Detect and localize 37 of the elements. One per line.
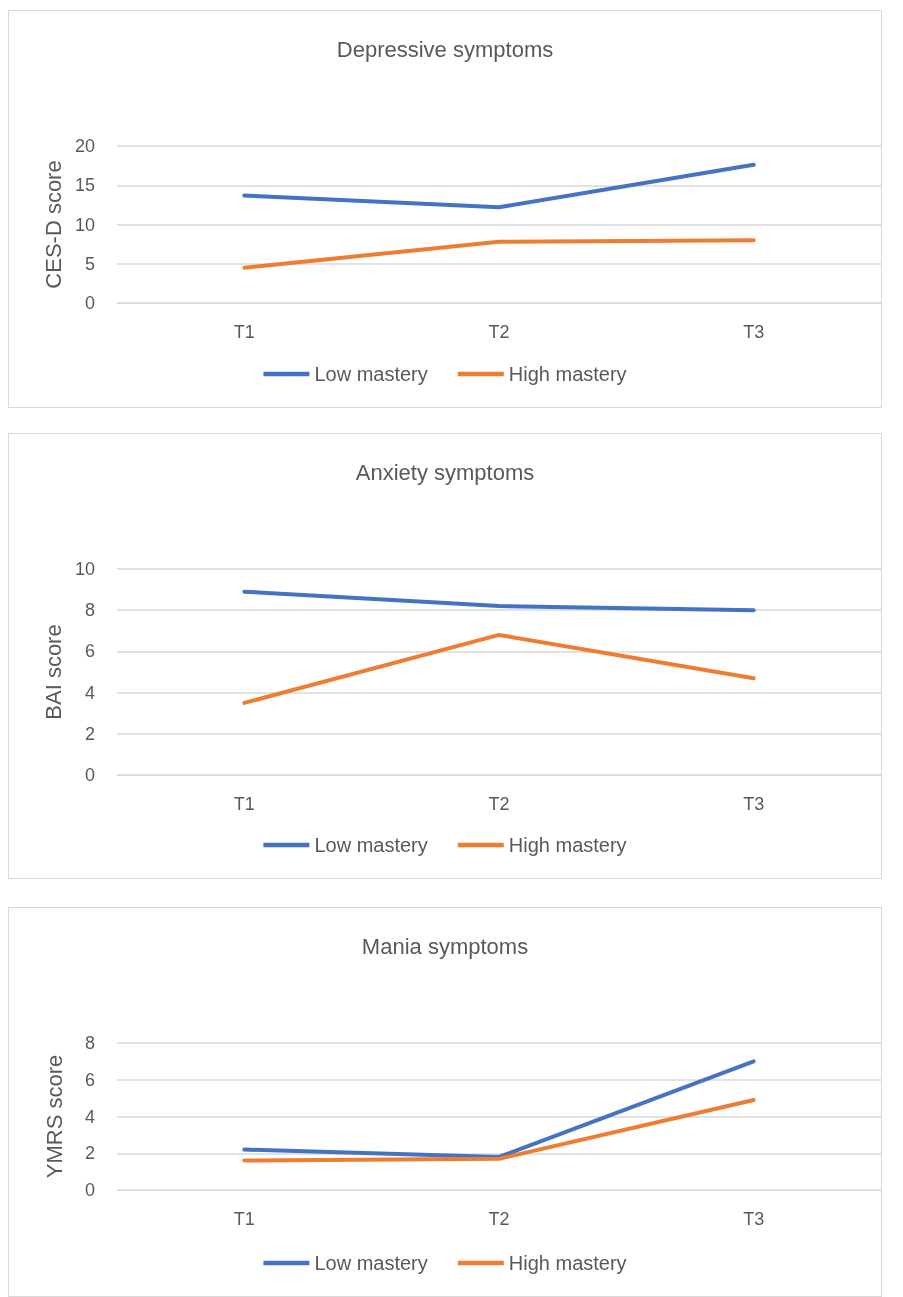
y-tick-label: 2: [84, 1143, 95, 1164]
y-tick-label: 2: [84, 723, 95, 744]
chart-title: Anxiety symptoms: [355, 459, 535, 485]
y-tick-label: 20: [74, 136, 95, 156]
legend-label: Low mastery: [314, 363, 428, 385]
y-tick-label: 8: [84, 600, 95, 621]
x-tick-label: T2: [488, 794, 510, 814]
chart-title: Depressive symptoms: [336, 36, 554, 62]
y-axis-title: YMRS score: [41, 1054, 67, 1179]
y-axis-title: CES-D score: [40, 160, 66, 289]
y-tick-label: 5: [84, 253, 95, 274]
x-tick-label: T2: [488, 322, 510, 342]
legend-label: High mastery: [508, 834, 627, 856]
y-tick-label: 6: [84, 1069, 95, 1090]
y-tick-label: 0: [84, 765, 95, 785]
y-tick-label: 4: [84, 682, 95, 703]
y-tick-label: 10: [74, 214, 95, 235]
x-tick-label: T3: [743, 1209, 765, 1229]
y-axis-title: BAI score: [40, 624, 66, 720]
legend-label: High mastery: [508, 363, 627, 385]
x-tick-label: T2: [488, 1209, 510, 1229]
x-tick-label: T1: [233, 794, 255, 814]
y-tick-label: 6: [84, 641, 95, 662]
y-tick-label: 15: [74, 175, 95, 196]
y-tick-label: 4: [84, 1106, 95, 1127]
y-tick-label: 8: [84, 1033, 95, 1053]
y-tick-label: 10: [74, 559, 95, 579]
chart-title: Mania symptoms: [361, 933, 529, 959]
x-tick-label: T1: [233, 1209, 255, 1229]
x-tick-label: T3: [743, 322, 765, 342]
legend-label: Low mastery: [314, 834, 428, 856]
y-tick-label: 0: [84, 293, 95, 313]
y-tick-label: 0: [84, 1180, 95, 1200]
x-tick-label: T1: [233, 322, 255, 342]
x-tick-label: T3: [743, 794, 765, 814]
legend-label: High mastery: [508, 1252, 627, 1274]
legend-label: Low mastery: [314, 1252, 428, 1274]
